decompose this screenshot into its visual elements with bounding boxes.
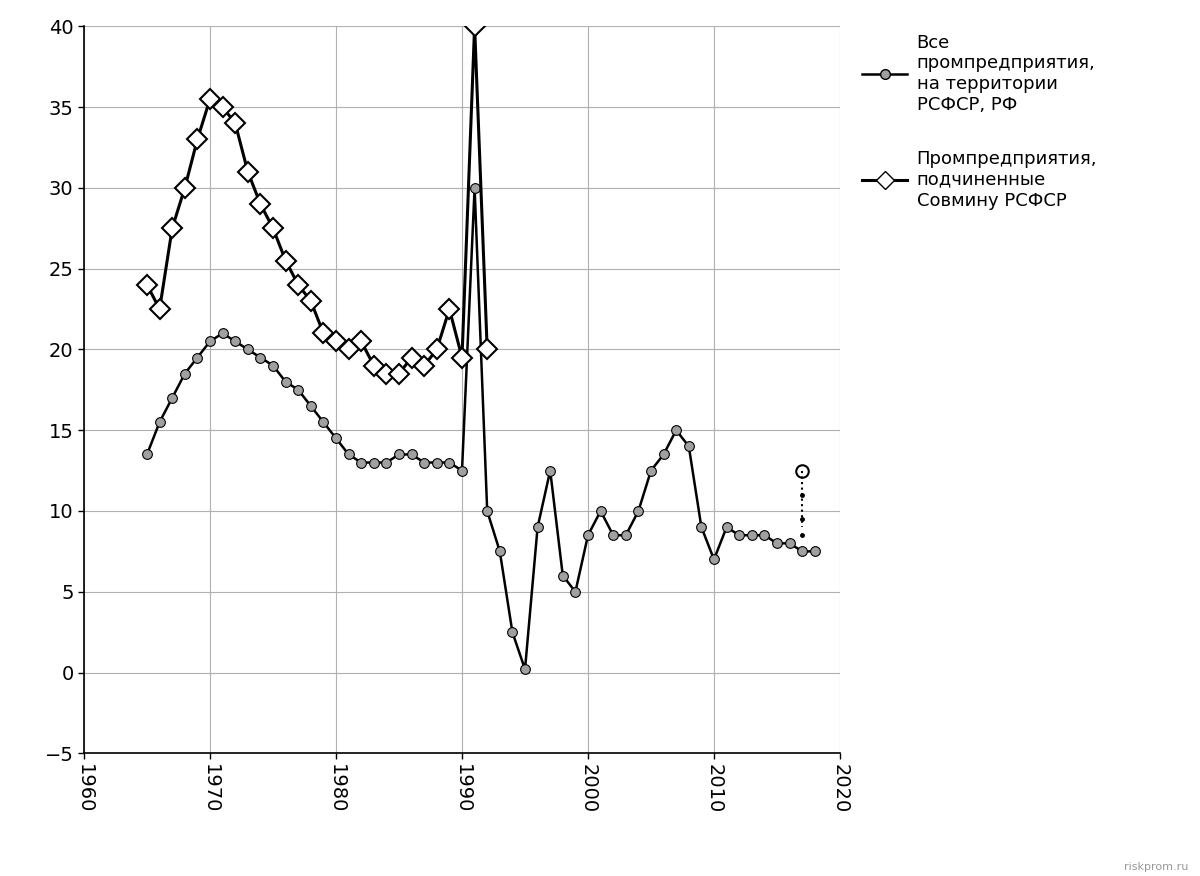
Text: riskprom.ru: riskprom.ru xyxy=(1123,862,1188,872)
Legend: Все
промпредприятия,
на территории
РСФСР, РФ, Промпредприятия,
подчиненные
Совми: Все промпредприятия, на территории РСФСР… xyxy=(856,26,1104,217)
